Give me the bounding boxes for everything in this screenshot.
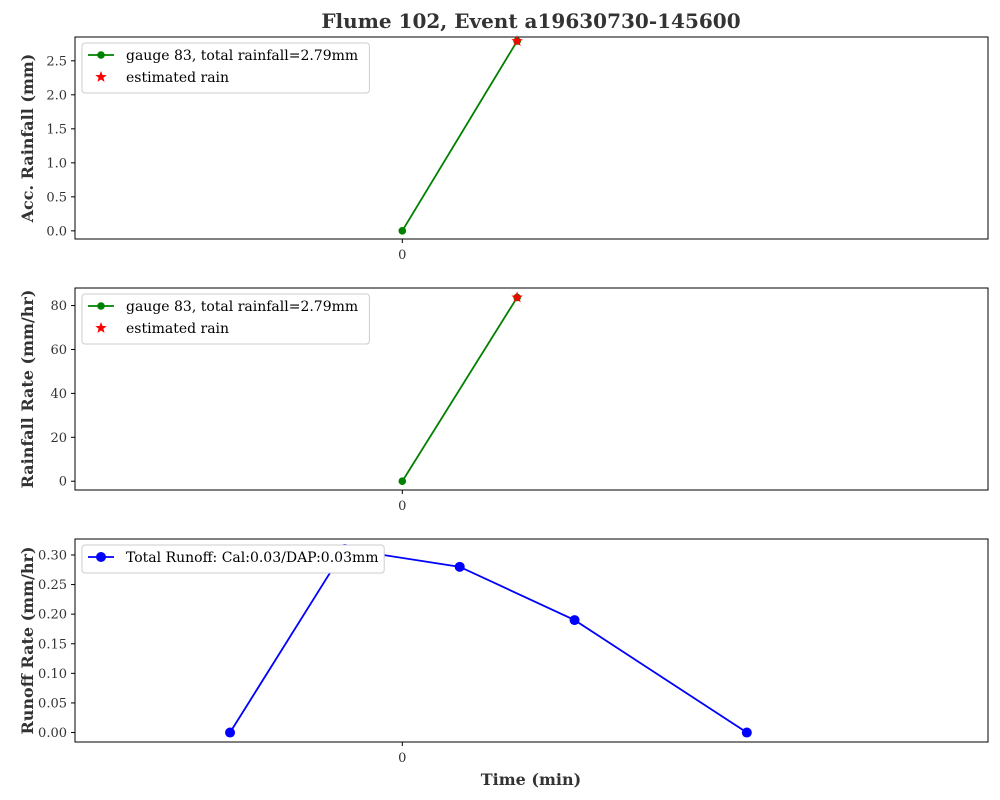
legend: Total Runoff: Cal:0.03/DAP:0.03mm: [81, 544, 385, 574]
legend-box: [81, 42, 370, 94]
y-tick-label: 0.00: [38, 726, 67, 741]
panel-2: 0 20 40 60 80 0 Rainfall Rate (mm/hr) gauge 83,…: [18, 287, 989, 514]
y-tick-label: 1.5: [46, 122, 67, 137]
axes-frame: [74, 36, 989, 240]
y-tick-label: 60: [50, 343, 67, 358]
legend-circle-marker: [97, 302, 105, 310]
legend-entry: estimated rain: [95, 70, 229, 86]
panels: 0.0 0.5 1.0 1.5 2.0 2.5 0 Acc. Rainfall (mm) gau…: [18, 35, 989, 766]
data-point: [569, 615, 580, 626]
legend: gauge 83, total rainfall=2.79mm estimated…: [81, 293, 370, 345]
legend-circle-marker: [96, 552, 106, 562]
y-tick-label: 0.15: [38, 637, 67, 652]
legend-entry: gauge 83, total rainfall=2.79mm: [88, 299, 358, 315]
y-tick-label: 40: [50, 387, 67, 402]
y-axis-label: Acc. Rainfall (mm): [18, 54, 37, 224]
y-tick-label: 0.05: [38, 696, 67, 711]
legend-label: gauge 83, total rainfall=2.79mm: [126, 48, 358, 64]
series-line: [401, 296, 518, 482]
legend-star-marker: [95, 322, 107, 333]
y-tick-label: 0.20: [38, 608, 67, 623]
series-2: [511, 35, 523, 46]
legend-entry: Total Runoff: Cal:0.03/DAP:0.03mm: [88, 550, 379, 566]
legend-label: gauge 83, total rainfall=2.79mm: [126, 299, 358, 315]
legend-entry: gauge 83, total rainfall=2.79mm: [88, 48, 358, 64]
y-tick-label: 0.10: [38, 667, 67, 682]
y-tick-label: 0.30: [38, 548, 67, 563]
legend-label: estimated rain: [126, 70, 229, 86]
y-axis-label: Runoff Rate (mm/hr): [18, 546, 37, 734]
data-point: [398, 227, 407, 235]
series-2: [511, 291, 523, 303]
x-tick-label: 0: [398, 248, 406, 263]
x-axis-label: Time (min): [481, 770, 581, 789]
y-tick-label: 0.25: [38, 578, 67, 593]
series-line: [401, 40, 518, 232]
legend: gauge 83, total rainfall=2.79mm estimated…: [81, 42, 370, 94]
star-point: [511, 291, 523, 303]
legend-entry: estimated rain: [95, 321, 229, 337]
data-point: [398, 477, 407, 486]
y-axis-label: Rainfall Rate (mm/hr): [18, 290, 37, 489]
y-tick-label: 2.5: [46, 54, 67, 69]
series-1: [398, 37, 521, 235]
data-point: [225, 727, 236, 738]
axes-frame: [74, 538, 989, 743]
series-line: [229, 548, 748, 734]
legend-box: [81, 293, 370, 345]
star-point: [511, 35, 523, 46]
series-1: [398, 293, 521, 486]
legend-label: estimated rain: [126, 321, 229, 337]
data-point: [741, 727, 752, 738]
y-tick-label: 20: [50, 431, 67, 446]
x-tick-label: 0: [398, 751, 406, 766]
y-tick-label: 0.0: [46, 224, 67, 239]
x-tick-label: 0: [398, 499, 406, 514]
figure-title: Flume 102, Event a19630730-145600: [321, 9, 740, 33]
data-point: [454, 561, 465, 572]
legend-star-marker: [95, 71, 107, 82]
legend-label: Total Runoff: Cal:0.03/DAP:0.03mm: [126, 550, 379, 566]
y-tick-label: 0.5: [46, 190, 67, 205]
y-tick-label: 1.0: [46, 156, 67, 171]
axes-frame: [74, 287, 989, 491]
panel-1: 0.0 0.5 1.0 1.5 2.0 2.5 0 Acc. Rainfall (mm) gau…: [18, 35, 989, 263]
legend-circle-marker: [97, 51, 105, 59]
y-tick-label: 80: [50, 299, 67, 314]
legend-box: [81, 544, 385, 574]
y-tick-label: 2.0: [46, 88, 67, 103]
y-tick-label: 0: [59, 475, 67, 490]
panel-3: 0.00 0.05 0.10 0.15 0.20 0.25 0.30 0 Runoff Rate…: [18, 538, 989, 766]
